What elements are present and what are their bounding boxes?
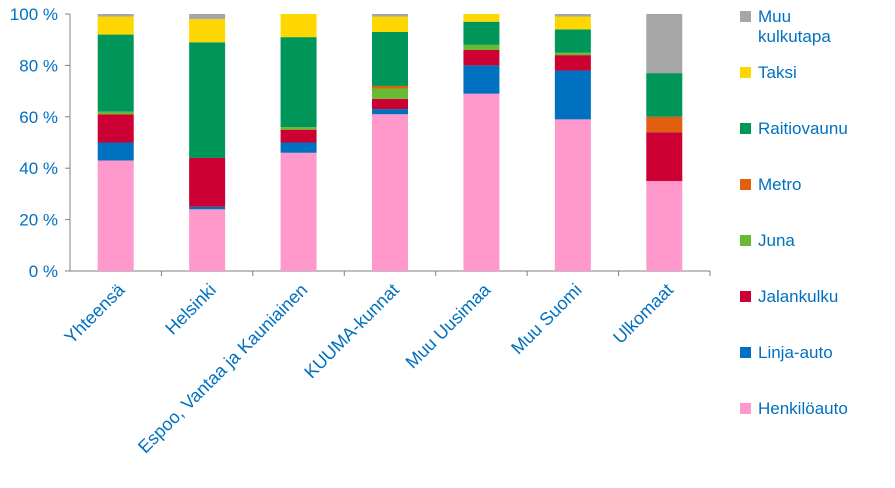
bar-segment-jalankulku (97, 114, 134, 143)
bar-segment-raitiovaunu (189, 42, 226, 158)
chart-bars (97, 14, 683, 272)
bar-segment-jalankulku (189, 157, 226, 207)
x-tick-label: Muu Suomi (507, 280, 586, 359)
bar-segment-raitiovaunu (280, 37, 317, 128)
y-tick-label: 80 % (19, 56, 58, 75)
bar-segment-juna (463, 44, 500, 50)
legend-swatch (740, 179, 751, 190)
x-tick-label: Yhteensä (61, 279, 130, 348)
bar-segment-jalankulku (372, 98, 408, 110)
legend-item: Jalankulku (740, 287, 838, 306)
legend-swatch (740, 11, 751, 22)
legend-label: Metro (758, 175, 801, 194)
bar-segment-linja-auto (97, 142, 134, 161)
bar-segment-metro (372, 85, 408, 89)
bar-segment-raitiovaunu (554, 29, 591, 53)
bar-segment-henkil-auto (372, 114, 408, 271)
bar-segment-raitiovaunu (97, 34, 134, 112)
bar-segment-juna (280, 127, 317, 130)
bar-segment-jalankulku (463, 49, 500, 66)
legend-label: Juna (758, 231, 795, 250)
bar-segment-linja-auto (463, 65, 500, 94)
bar-segment-raitiovaunu (372, 31, 408, 86)
x-tick-label: KUUMA-kunnat (300, 280, 403, 383)
bar-segment-henkil-auto (646, 181, 683, 271)
legend-item: Raitiovaunu (740, 119, 848, 138)
x-tick-label: Ulkomaat (609, 280, 677, 348)
bar-segment-linja-auto (554, 70, 591, 120)
x-tick-label: Espoo, Vantaa ja Kauniainen (134, 280, 311, 457)
y-tick-label: 100 % (10, 5, 58, 24)
legend-swatch (740, 123, 751, 134)
legend-swatch (740, 291, 751, 302)
legend-swatch (740, 235, 751, 246)
bar-segment-taksi (372, 16, 408, 32)
bar-segment-taksi (280, 14, 317, 38)
legend-item: Taksi (740, 63, 797, 82)
legend-label: Raitiovaunu (758, 119, 848, 138)
bar-segment-jalankulku (646, 132, 683, 182)
bar-segment-linja-auto (372, 109, 408, 115)
bar-segment-juna (554, 52, 591, 56)
legend-label: Henkilöauto (758, 399, 848, 418)
bar-segment-metro (646, 116, 683, 133)
legend-item: Metro (740, 175, 801, 194)
bar-segment-jalankulku (554, 55, 591, 71)
legend-label: Linja-auto (758, 343, 833, 362)
bar-segment-taksi (97, 16, 134, 35)
legend-swatch (740, 67, 751, 78)
y-tick-label: 0 % (29, 262, 58, 281)
bar-segment-juna (372, 88, 408, 99)
y-tick-label: 40 % (19, 159, 58, 178)
legend-label: Taksi (758, 63, 797, 82)
bar-segment-muu-kulkutapa (554, 14, 591, 17)
bar-segment-henkil-auto (280, 152, 317, 271)
bar-segment-henkil-auto (554, 119, 591, 272)
bar-segment-muu-kulkutapa (97, 14, 134, 17)
x-tick-label: Helsinki (161, 280, 220, 339)
legend-label: Jalankulku (758, 287, 838, 306)
bar-segment-henkil-auto (97, 160, 134, 271)
y-tick-label: 60 % (19, 108, 58, 127)
legend-item: Muu kulkutapa (740, 7, 831, 46)
legend-label-multiline: Muu kulkutapa (758, 7, 831, 46)
bar-segment-taksi (189, 19, 226, 43)
bar-segment-raitiovaunu (646, 73, 683, 117)
bar-segment-muu-kulkutapa (372, 14, 408, 17)
bar-segment-henkil-auto (189, 209, 226, 271)
bar-segment-taksi (554, 16, 591, 30)
chart-legend: Muu kulkutapa Taksi Raitiovaunu Metro Juna Jal… (740, 7, 848, 418)
legend-item: Juna (740, 231, 795, 250)
bar-segment-taksi (463, 14, 500, 22)
x-tick-label: Muu Uusimaa (402, 279, 495, 372)
legend-item: Henkilöauto (740, 399, 848, 418)
bar-segment-muu-kulkutapa (189, 14, 226, 20)
bar-segment-linja-auto (189, 206, 226, 210)
legend-swatch (740, 403, 751, 414)
bar-segment-linja-auto (280, 142, 317, 153)
legend-item: Linja-auto (740, 343, 833, 362)
bar-segment-jalankulku (280, 129, 317, 143)
bar-segment-juna (97, 111, 134, 115)
legend-swatch (740, 347, 751, 358)
bar-segment-henkil-auto (463, 93, 500, 271)
bar-segment-raitiovaunu (463, 21, 500, 45)
y-tick-label: 20 % (19, 211, 58, 230)
bar-segment-muu-kulkutapa (646, 14, 683, 74)
y-axis-ticks: 0 % 20 % 40 % 60 % 80 % 100 % (10, 5, 70, 281)
